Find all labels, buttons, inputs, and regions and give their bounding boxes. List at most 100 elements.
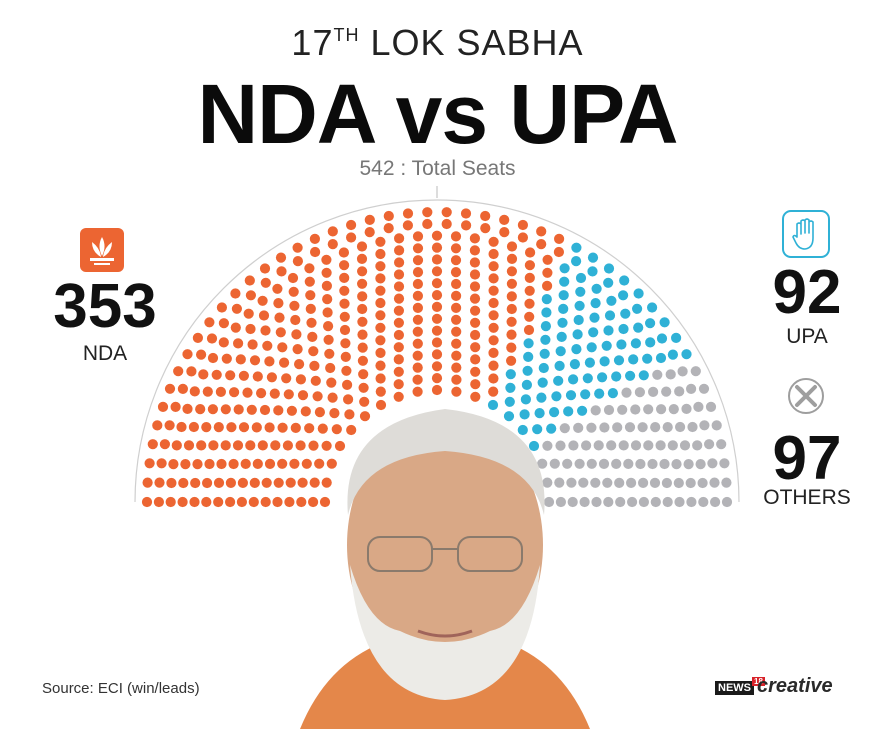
seat-dot bbox=[470, 305, 481, 316]
seat-dot bbox=[604, 310, 616, 321]
seat-dot bbox=[257, 440, 268, 451]
seat-dot bbox=[339, 285, 350, 296]
seat-dot bbox=[699, 420, 710, 431]
seat-dot bbox=[469, 233, 480, 244]
seat-dot bbox=[201, 422, 212, 433]
seat-dot bbox=[519, 409, 530, 420]
seat-dot bbox=[692, 440, 703, 451]
seat-dot bbox=[259, 263, 271, 274]
seat-dot bbox=[277, 458, 288, 469]
seat-dot bbox=[504, 396, 515, 407]
seat-dot bbox=[327, 239, 338, 250]
seat-dot bbox=[204, 458, 215, 470]
seat-dot bbox=[375, 335, 386, 346]
seat-dot bbox=[450, 231, 462, 242]
seat-dot bbox=[257, 295, 268, 306]
seat-dot bbox=[667, 440, 678, 451]
brand-logo: NEWS 18 creative bbox=[715, 675, 845, 701]
seat-dot bbox=[612, 422, 623, 433]
seat-dot bbox=[273, 477, 284, 488]
seat-dot bbox=[642, 353, 653, 364]
seat-dot bbox=[690, 366, 701, 377]
seat-dot bbox=[577, 405, 588, 416]
seat-dot bbox=[450, 243, 462, 254]
seat-dot bbox=[177, 383, 188, 394]
seat-dot bbox=[274, 312, 285, 323]
seat-dot bbox=[412, 350, 423, 361]
seat-dot bbox=[488, 297, 499, 309]
seat-dot bbox=[451, 362, 462, 373]
seat-dot bbox=[540, 321, 552, 332]
seat-dot bbox=[357, 266, 368, 277]
seat-dot bbox=[648, 386, 659, 397]
seat-dot bbox=[305, 303, 316, 314]
seat-dot bbox=[586, 458, 597, 469]
seat-dot bbox=[587, 266, 598, 277]
seat-dot bbox=[394, 233, 405, 244]
seat-dot bbox=[178, 477, 189, 489]
seat-dot bbox=[659, 317, 670, 328]
seat-dot bbox=[375, 386, 386, 397]
seat-dot bbox=[177, 496, 188, 508]
seat-dot bbox=[235, 354, 246, 365]
brand-news: NEWS bbox=[715, 681, 754, 695]
seat-dot bbox=[277, 422, 288, 433]
seat-dot bbox=[624, 422, 636, 433]
seat-dot bbox=[582, 373, 593, 384]
seat-dot bbox=[488, 310, 499, 321]
seat-dot bbox=[393, 293, 405, 304]
seat-dot bbox=[225, 370, 236, 381]
seat-dot bbox=[679, 440, 691, 451]
seat-dot bbox=[346, 219, 357, 231]
seat-dot bbox=[206, 333, 218, 344]
seat-dot bbox=[650, 496, 661, 508]
seat-dot bbox=[431, 361, 443, 372]
seat-dot bbox=[393, 305, 404, 316]
seat-dot bbox=[233, 404, 244, 415]
seat-dot bbox=[208, 440, 219, 451]
cross-icon bbox=[788, 378, 824, 414]
seat-dot bbox=[698, 383, 710, 394]
seat-dot bbox=[216, 302, 227, 313]
seat-dot bbox=[524, 260, 536, 271]
seat-dot bbox=[487, 399, 499, 411]
seat-dot bbox=[656, 333, 668, 344]
seat-dot bbox=[536, 392, 547, 403]
seat-dot bbox=[211, 369, 222, 380]
seat-dot bbox=[520, 394, 532, 405]
seat-dot bbox=[555, 346, 566, 357]
seat-dot bbox=[339, 272, 350, 283]
seat-dot bbox=[196, 349, 207, 360]
seat-dot bbox=[554, 477, 565, 488]
seat-dot bbox=[289, 458, 300, 469]
seat-dot bbox=[207, 404, 218, 415]
seat-dot bbox=[202, 477, 213, 489]
seat-dot bbox=[326, 458, 337, 469]
seat-dot bbox=[655, 440, 666, 451]
seat-dot bbox=[528, 440, 540, 452]
seat-dot bbox=[375, 310, 386, 321]
seat-dot bbox=[506, 266, 517, 277]
seat-dot bbox=[716, 439, 727, 450]
seat-dot bbox=[331, 424, 342, 435]
seat-dot bbox=[673, 477, 684, 489]
seat-dot bbox=[276, 266, 287, 277]
seat-dot bbox=[647, 458, 658, 470]
seat-dot bbox=[506, 329, 517, 340]
seat-dot bbox=[687, 421, 698, 433]
seat-dot bbox=[611, 371, 622, 382]
seat-dot bbox=[422, 218, 433, 230]
seat-dot bbox=[307, 331, 318, 342]
seat-dot bbox=[327, 226, 338, 237]
seat-dot bbox=[580, 389, 591, 400]
seat-dot bbox=[294, 359, 305, 370]
seat-dot bbox=[297, 477, 308, 488]
seat-dot bbox=[233, 338, 244, 349]
seat-dot bbox=[359, 411, 371, 422]
seat-dot bbox=[157, 401, 169, 412]
seat-dot bbox=[359, 396, 370, 407]
seat-dot bbox=[269, 388, 280, 399]
seat-dot bbox=[198, 369, 209, 380]
seat-dot bbox=[165, 496, 176, 508]
leader-portrait bbox=[300, 409, 590, 729]
